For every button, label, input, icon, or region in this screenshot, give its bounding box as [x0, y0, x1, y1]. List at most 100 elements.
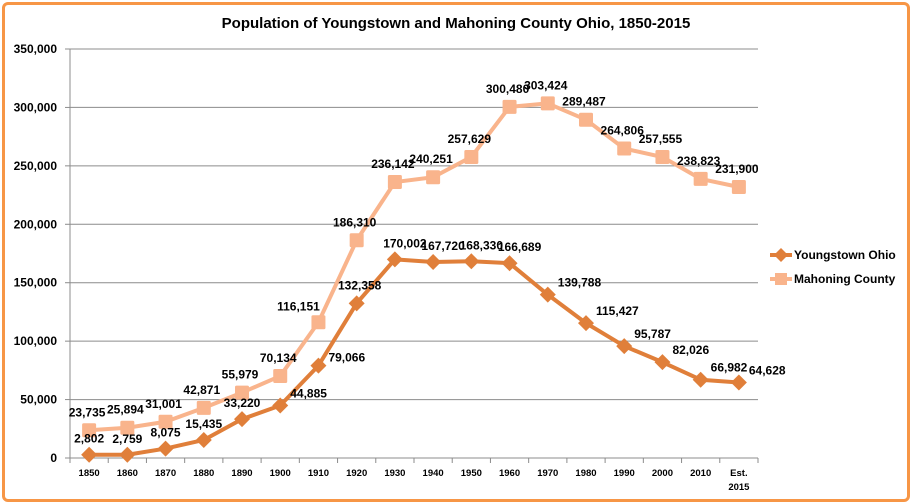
data-label: 31,001 — [145, 397, 182, 411]
data-point-square — [273, 369, 288, 384]
data-label: 257,555 — [639, 132, 683, 146]
data-point-diamond — [616, 338, 633, 355]
data-label: 170,002 — [383, 236, 427, 250]
data-label: 2,759 — [112, 432, 142, 446]
x-tick-label: 1850 — [79, 468, 100, 479]
data-label: 300,480 — [486, 82, 530, 96]
data-label: 166,689 — [498, 240, 542, 254]
data-point-square — [120, 420, 135, 435]
data-label: 25,894 — [107, 403, 144, 417]
data-point-square — [235, 385, 249, 400]
x-tick-label: Est. — [730, 468, 747, 479]
x-tick-label: 1890 — [231, 468, 252, 479]
x-tick-label: 1970 — [537, 468, 558, 479]
data-label: 64,628 — [749, 363, 786, 377]
data-label: 33,220 — [224, 396, 261, 410]
data-label: 116,151 — [277, 299, 320, 313]
data-point-square — [464, 149, 479, 164]
data-label: 257,629 — [448, 132, 492, 146]
data-label: 264,806 — [601, 124, 645, 138]
data-label: 231,900 — [715, 162, 759, 176]
legend-marker-diamond — [774, 248, 788, 262]
x-tick-label: 1860 — [117, 468, 138, 479]
data-point-diamond — [119, 446, 136, 463]
data-point-square — [387, 175, 402, 190]
data-label: 115,427 — [596, 304, 639, 318]
data-point-diamond — [539, 286, 556, 303]
data-point-diamond — [272, 397, 289, 414]
data-point-diamond — [157, 440, 174, 457]
data-point-diamond — [234, 411, 250, 428]
data-label: 70,134 — [260, 351, 297, 365]
data-point-diamond — [501, 255, 518, 272]
data-label: 82,026 — [672, 343, 709, 357]
data-label: 15,435 — [185, 417, 222, 431]
data-point-diamond — [195, 431, 212, 448]
data-label: 289,487 — [562, 95, 606, 109]
data-label: 139,788 — [558, 276, 602, 290]
data-point-square — [693, 171, 708, 186]
data-label: 55,979 — [222, 368, 259, 382]
y-tick-label: 350,000 — [14, 42, 58, 56]
y-tick-label: 150,000 — [14, 276, 58, 290]
data-point-square — [540, 96, 555, 111]
x-tick-label: 1980 — [575, 468, 596, 479]
x-tick-label: 2000 — [652, 468, 673, 479]
data-point-square — [655, 150, 670, 165]
data-point-square — [617, 141, 632, 156]
data-point-diamond — [386, 251, 403, 268]
data-point-square — [579, 112, 593, 127]
data-point-diamond — [81, 446, 98, 463]
data-point-diamond — [578, 315, 594, 332]
legend-label: Youngstown Ohio — [794, 248, 896, 262]
x-tick-label: 1870 — [155, 468, 176, 479]
legend-marker-square — [775, 273, 787, 285]
y-tick-label: 100,000 — [14, 334, 58, 348]
data-point-diamond — [463, 253, 480, 270]
x-tick-label: 1910 — [308, 468, 329, 479]
data-point-diamond — [425, 254, 442, 271]
data-point-square — [426, 170, 441, 185]
data-point-square — [502, 99, 517, 114]
data-label: 132,358 — [338, 278, 382, 292]
x-tick-label: 1990 — [614, 468, 635, 479]
y-tick-label: 300,000 — [14, 100, 58, 114]
data-point-diamond — [310, 357, 327, 374]
data-label: 95,787 — [634, 327, 671, 341]
data-point-diamond — [730, 374, 747, 391]
x-tick-label: 2010 — [690, 468, 711, 479]
data-label: 44,885 — [290, 387, 327, 401]
data-label: 240,251 — [409, 152, 453, 166]
data-label: 168,330 — [460, 238, 504, 252]
y-tick-label: 50,000 — [20, 393, 57, 407]
x-tick-label: 1940 — [423, 468, 444, 479]
data-label: 238,823 — [677, 154, 721, 168]
data-point-square — [196, 400, 211, 415]
data-label: 303,424 — [524, 78, 568, 92]
chart-title: Population of Youngstown and Mahoning Co… — [222, 15, 691, 32]
legend-label: Mahoning County — [794, 272, 896, 286]
x-tick-label: 2015 — [728, 482, 750, 493]
data-label: 2,802 — [74, 432, 104, 446]
data-label: 79,066 — [328, 351, 365, 365]
data-label: 23,735 — [69, 405, 106, 419]
y-tick-label: 250,000 — [14, 159, 58, 173]
data-label: 42,871 — [183, 383, 220, 397]
x-tick-label: 1900 — [270, 468, 291, 479]
data-label: 236,142 — [371, 157, 415, 171]
data-label: 66,982 — [711, 361, 748, 375]
data-point-diamond — [348, 295, 365, 312]
x-tick-label: 1960 — [499, 468, 520, 479]
x-tick-label: 1930 — [384, 468, 405, 479]
data-point-square — [82, 423, 97, 438]
data-label: 167,720 — [421, 239, 465, 253]
data-label: 8,075 — [151, 426, 181, 440]
data-point-square — [349, 233, 364, 248]
data-point-diamond — [692, 371, 709, 388]
x-tick-label: 1880 — [193, 468, 214, 479]
data-label: 186,310 — [333, 215, 377, 229]
data-point-diamond — [654, 354, 671, 371]
x-tick-label: 1950 — [461, 468, 482, 479]
